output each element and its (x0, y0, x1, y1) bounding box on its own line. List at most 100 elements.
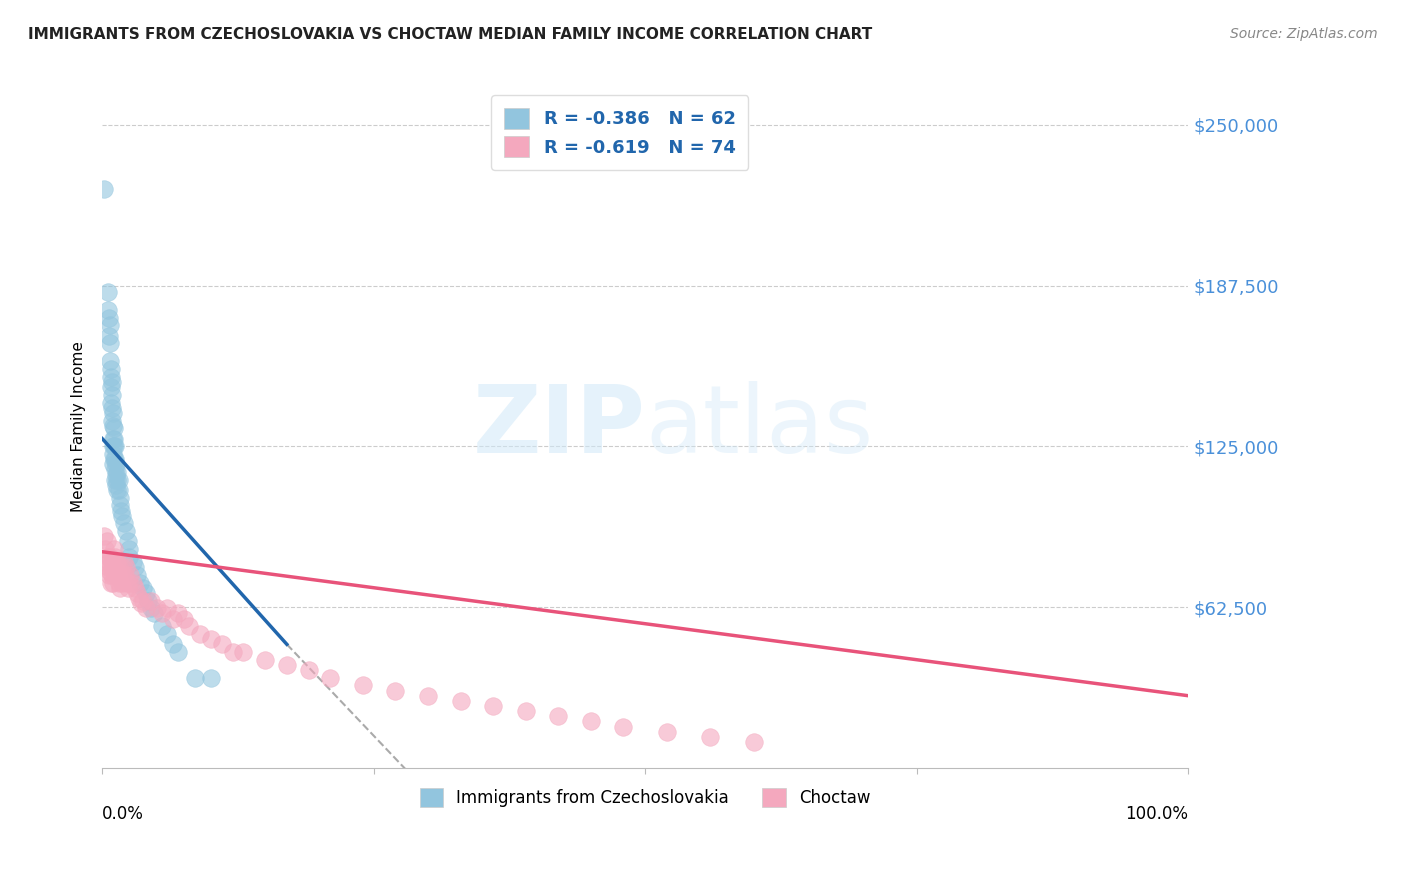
Point (276, 657, 298, 672)
Point (547, 709, 569, 723)
Point (108, 566, 131, 580)
Point (482, 698, 505, 713)
Point (97, 549, 120, 564)
Point (319, 671, 342, 685)
Text: atlas: atlas (645, 381, 873, 473)
Point (515, 704, 537, 718)
Point (101, 439, 124, 453)
Point (97, 555, 120, 569)
Point (111, 508, 134, 523)
Point (135, 586, 157, 600)
Point (139, 601, 162, 615)
Point (97, 560, 120, 574)
Point (156, 627, 179, 641)
Point (101, 555, 124, 569)
Point (115, 575, 138, 590)
Point (115, 524, 138, 538)
Point (221, 645, 243, 659)
Point (297, 663, 319, 677)
Point (98, 318, 121, 333)
Legend: Immigrants from Czechoslovakia, Choctaw: Immigrants from Czechoslovakia, Choctaw (413, 781, 877, 814)
Point (200, 632, 222, 647)
Point (104, 439, 127, 453)
Point (211, 637, 233, 651)
Point (108, 581, 131, 595)
Point (101, 388, 124, 402)
Point (128, 591, 150, 605)
Point (105, 478, 128, 492)
Point (117, 581, 139, 595)
Point (100, 380, 122, 394)
Point (124, 581, 146, 595)
Point (97, 567, 120, 582)
Point (107, 465, 129, 479)
Point (103, 452, 125, 467)
Point (93, 182, 115, 196)
Point (100, 560, 122, 574)
Point (103, 439, 125, 453)
Point (104, 462, 127, 476)
Point (200, 671, 222, 685)
Point (114, 567, 136, 582)
Point (98, 336, 121, 351)
Point (101, 375, 124, 389)
Point (579, 714, 602, 729)
Text: ZIP: ZIP (472, 381, 645, 473)
Point (98, 566, 121, 580)
Point (101, 458, 124, 472)
Point (177, 619, 200, 633)
Point (136, 593, 159, 607)
Point (118, 575, 141, 590)
Point (173, 611, 195, 625)
Point (115, 560, 138, 574)
Point (118, 549, 141, 564)
Point (101, 414, 124, 428)
Point (162, 637, 184, 651)
Point (162, 611, 184, 625)
Point (132, 593, 155, 607)
Text: 100.0%: 100.0% (1125, 805, 1188, 823)
Point (103, 432, 125, 446)
Point (129, 575, 152, 590)
Point (107, 575, 129, 590)
Point (450, 694, 472, 708)
Point (655, 724, 678, 739)
Point (125, 586, 148, 600)
Point (100, 370, 122, 384)
Point (101, 401, 124, 415)
Point (104, 473, 127, 487)
Point (110, 503, 132, 517)
Point (125, 567, 148, 582)
Point (416, 689, 439, 703)
Point (108, 499, 131, 513)
Point (107, 567, 129, 582)
Point (107, 473, 129, 487)
Point (110, 567, 132, 582)
Point (101, 560, 124, 574)
Point (188, 627, 211, 641)
Point (121, 575, 143, 590)
Point (121, 555, 143, 569)
Point (107, 560, 129, 574)
Point (103, 421, 125, 435)
Point (145, 601, 167, 615)
Point (183, 671, 205, 685)
Point (254, 653, 277, 667)
Point (111, 575, 134, 590)
Point (101, 447, 124, 461)
Point (105, 555, 128, 569)
Point (612, 720, 634, 734)
Point (101, 406, 124, 420)
Point (167, 607, 190, 621)
Point (105, 567, 128, 582)
Y-axis label: Median Family Income: Median Family Income (72, 342, 86, 513)
Point (132, 581, 155, 595)
Point (97, 328, 120, 343)
Point (111, 567, 134, 582)
Text: Source: ZipAtlas.com: Source: ZipAtlas.com (1230, 27, 1378, 41)
Point (135, 601, 157, 615)
Point (124, 560, 146, 574)
Point (112, 555, 135, 569)
Point (120, 567, 142, 582)
Point (103, 555, 125, 569)
